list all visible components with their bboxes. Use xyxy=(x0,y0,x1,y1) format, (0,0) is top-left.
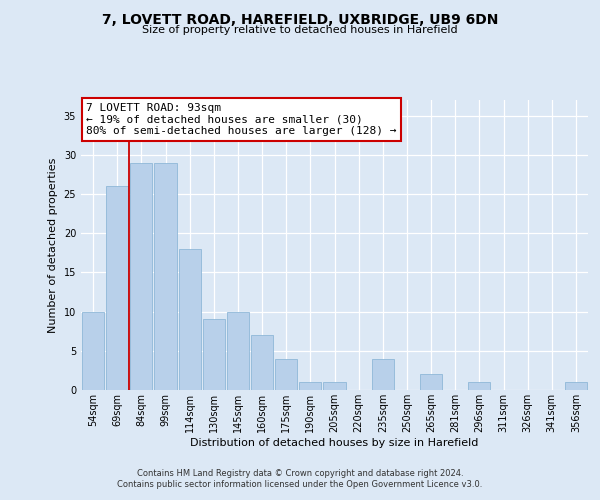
Bar xyxy=(420,374,442,390)
Text: 7 LOVETT ROAD: 93sqm
← 19% of detached houses are smaller (30)
80% of semi-detac: 7 LOVETT ROAD: 93sqm ← 19% of detached h… xyxy=(86,103,397,136)
X-axis label: Distribution of detached houses by size in Harefield: Distribution of detached houses by size … xyxy=(190,438,479,448)
Bar xyxy=(106,186,128,390)
Y-axis label: Number of detached properties: Number of detached properties xyxy=(48,158,58,332)
Bar xyxy=(371,358,394,390)
Text: Contains HM Land Registry data © Crown copyright and database right 2024.: Contains HM Land Registry data © Crown c… xyxy=(137,468,463,477)
Text: Contains public sector information licensed under the Open Government Licence v3: Contains public sector information licen… xyxy=(118,480,482,489)
Bar xyxy=(323,382,346,390)
Bar xyxy=(275,358,298,390)
Bar xyxy=(299,382,322,390)
Bar xyxy=(82,312,104,390)
Bar xyxy=(565,382,587,390)
Bar xyxy=(130,162,152,390)
Bar xyxy=(251,335,273,390)
Bar xyxy=(179,249,201,390)
Text: 7, LOVETT ROAD, HAREFIELD, UXBRIDGE, UB9 6DN: 7, LOVETT ROAD, HAREFIELD, UXBRIDGE, UB9… xyxy=(102,12,498,26)
Text: Size of property relative to detached houses in Harefield: Size of property relative to detached ho… xyxy=(142,25,458,35)
Bar xyxy=(227,312,249,390)
Bar xyxy=(468,382,490,390)
Bar xyxy=(154,162,176,390)
Bar xyxy=(203,320,225,390)
